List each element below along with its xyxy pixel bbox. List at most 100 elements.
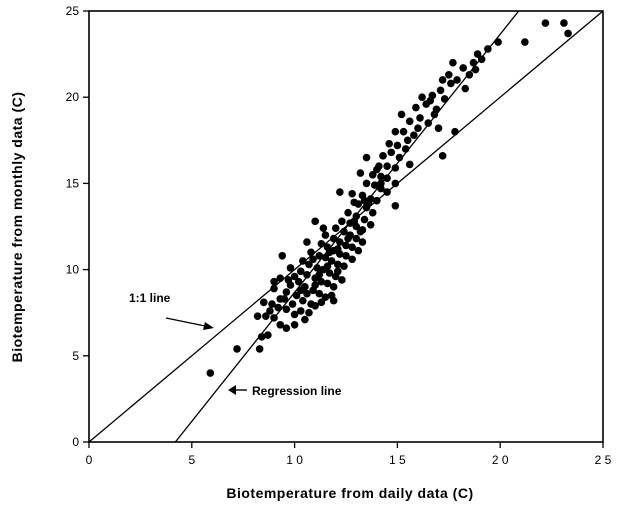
data-point [301, 315, 309, 324]
data-point [395, 153, 404, 162]
data-point [410, 131, 418, 139]
data-point [329, 234, 338, 243]
data-point [329, 283, 338, 291]
data-point [399, 127, 408, 136]
data-point [350, 198, 359, 207]
data-point [560, 19, 568, 27]
data-point [484, 45, 492, 53]
data-point [440, 95, 449, 103]
data-point [282, 324, 291, 333]
y-tick-label: 0 [72, 435, 79, 449]
data-point [321, 253, 330, 262]
data-point [379, 152, 387, 160]
data-point [426, 96, 435, 105]
data-point [333, 267, 342, 276]
y-tick-label: 15 [66, 176, 80, 190]
data-point [438, 152, 447, 160]
data-point [276, 320, 285, 329]
data-point [416, 114, 424, 122]
points-layer [206, 19, 572, 377]
data-point [336, 238, 344, 246]
data-point [383, 188, 391, 196]
one-to-one-arrowhead [203, 322, 214, 330]
data-point [383, 174, 391, 183]
data-point [387, 148, 396, 157]
data-point [342, 252, 350, 260]
data-point [348, 255, 356, 264]
data-point [418, 93, 426, 101]
data-point [329, 296, 338, 305]
data-point [403, 136, 412, 145]
data-point [274, 303, 282, 312]
y-tick-label: 10 [66, 263, 80, 277]
data-point [299, 257, 307, 265]
data-point [331, 224, 340, 233]
data-point [270, 284, 278, 293]
data-point [325, 248, 334, 257]
data-point [436, 86, 445, 95]
data-point [282, 305, 291, 314]
data-point [303, 289, 311, 298]
data-point [352, 234, 361, 243]
data-point [469, 58, 478, 67]
data-point [368, 170, 377, 179]
x-axis-label: Biotemperature from daily data (C) [226, 485, 473, 501]
data-point [449, 58, 457, 67]
data-point [311, 217, 319, 226]
data-point [342, 241, 350, 250]
y-tick-label: 25 [66, 4, 80, 18]
data-point [401, 145, 410, 153]
data-point [255, 345, 264, 353]
data-point [473, 50, 482, 58]
data-point [233, 345, 241, 353]
data-point [447, 79, 455, 88]
data-point [459, 64, 467, 72]
data-point [290, 320, 299, 329]
data-point [321, 293, 330, 301]
data-point [278, 252, 287, 260]
data-point [264, 331, 272, 339]
data-point [288, 300, 297, 308]
data-point [356, 227, 365, 236]
y-tick-label: 20 [66, 90, 80, 104]
data-point [391, 179, 400, 188]
data-point [259, 298, 268, 307]
data-point [317, 298, 326, 307]
data-point [451, 127, 459, 136]
data-point [391, 202, 400, 210]
data-point [303, 238, 311, 246]
data-point [370, 181, 379, 189]
data-point [276, 274, 285, 283]
data-point [366, 220, 375, 229]
data-point [412, 103, 420, 112]
data-point [358, 238, 367, 246]
data-point [391, 127, 400, 136]
regression-arrowhead [228, 385, 236, 395]
data-point [348, 189, 356, 198]
data-point [494, 38, 502, 46]
one-to-one-arrow [165, 317, 211, 328]
data-point [344, 234, 352, 243]
x-tick-label: 1 5 [389, 453, 406, 467]
data-point [434, 124, 443, 133]
data-point [280, 295, 289, 303]
data-point [362, 153, 371, 162]
data-point [393, 141, 402, 150]
data-point [336, 188, 344, 196]
lines-layer [89, 11, 603, 442]
data-point [338, 276, 346, 284]
data-point [360, 215, 369, 224]
one-to-one-line-label: 1:1 line [129, 291, 171, 305]
data-point [385, 139, 393, 148]
data-point [350, 217, 359, 226]
data-point [313, 264, 322, 272]
data-point [323, 262, 332, 270]
data-point [296, 267, 305, 276]
data-point [299, 296, 307, 305]
data-point [315, 270, 324, 279]
data-point [270, 277, 278, 286]
data-point [521, 38, 529, 46]
data-point [461, 84, 470, 93]
data-point [266, 307, 274, 315]
